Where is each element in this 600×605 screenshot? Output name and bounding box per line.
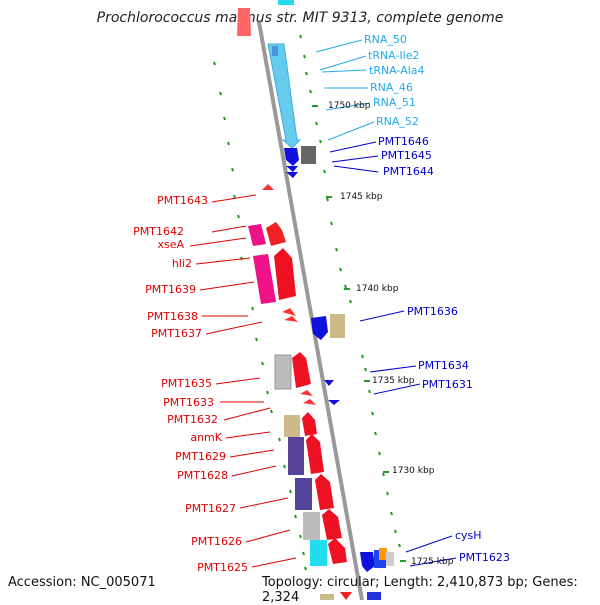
kbp-label: 1750 kbp: [328, 101, 371, 111]
inner-dotted-ring: [213, 61, 307, 571]
outer-dotted-ring: [299, 34, 401, 548]
gene-label[interactable]: PMT1628: [177, 469, 228, 482]
gene-label[interactable]: RNA_52: [376, 115, 419, 128]
gene-label[interactable]: PMT1623: [459, 551, 510, 564]
gene-label[interactable]: PMT1629: [175, 450, 226, 463]
gene-label[interactable]: PMT1627: [185, 502, 236, 515]
gene-label[interactable]: hli2: [172, 257, 192, 270]
gene-label[interactable]: PMT1625: [197, 561, 248, 574]
kbp-label: 1730 kbp: [392, 466, 435, 476]
gene-label[interactable]: RNA_50: [364, 33, 407, 46]
gene-label[interactable]: anmK: [190, 431, 222, 444]
rna-labels: RNA_50 tRNA-Ile2 tRNA-Ala4 RNA_46 RNA_51…: [364, 33, 425, 128]
kbp-label: 1735 kbp: [372, 376, 415, 386]
gene-label[interactable]: PMT1639: [145, 283, 196, 296]
accession-text: Accession: NC_005071: [8, 575, 156, 590]
gene-label[interactable]: PMT1634: [418, 359, 469, 372]
gene-label[interactable]: PMT1632: [167, 413, 218, 426]
kbp-label: 1725 kbp: [411, 557, 454, 567]
kbp-major-ticks: [312, 105, 406, 562]
label-leader-lines: [189, 39, 457, 568]
gene-label[interactable]: RNA_46: [370, 81, 413, 94]
gene-label[interactable]: PMT1645: [381, 149, 432, 162]
gene-label[interactable]: PMT1642: [133, 225, 184, 238]
reverse-genes: [311, 314, 394, 572]
kbp-label: 1740 kbp: [356, 284, 399, 294]
bottom-partial-features: [320, 592, 381, 600]
topology-info: Topology: circular; Length: 2,410,873 bp…: [262, 575, 578, 605]
gene-label[interactable]: cysH: [455, 529, 482, 542]
gene-label[interactable]: PMT1644: [383, 165, 434, 178]
gene-label[interactable]: PMT1636: [407, 305, 458, 318]
genome-backbone: [257, 21, 364, 600]
gene-label[interactable]: PMT1637: [151, 327, 202, 340]
gene-label[interactable]: PMT1633: [163, 396, 214, 409]
gene-label[interactable]: PMT1626: [191, 535, 242, 548]
forward-genes: [248, 184, 347, 566]
gene-label[interactable]: PMT1646: [378, 135, 429, 148]
gene-label[interactable]: PMT1635: [161, 377, 212, 390]
gene-label[interactable]: RNA_51: [373, 96, 416, 109]
gene-label[interactable]: tRNA-Ala4: [369, 64, 425, 77]
gene-label[interactable]: xseA: [157, 238, 184, 251]
rna-genes: [267, 43, 302, 149]
gene-label[interactable]: tRNA-Ile2: [368, 49, 420, 62]
genome-title: Prochlorococcus marinus str. MIT 9313, c…: [96, 10, 504, 26]
forward-labels: PMT1643 PMT1642 xseA hli2 PMT1639 PMT163…: [133, 194, 248, 574]
gene-label[interactable]: PMT1631: [422, 378, 473, 391]
kbp-label: 1745 kbp: [340, 192, 383, 202]
reverse-labels: PMT1646 PMT1645 PMT1644 PMT1636 PMT1634 …: [378, 135, 510, 564]
kbp-labels: 1750 kbp 1745 kbp 1740 kbp 1735 kbp 1730…: [328, 101, 454, 567]
reverse-genes-top: [284, 146, 316, 178]
top-partial-features: [237, 0, 294, 36]
gene-label[interactable]: PMT1638: [147, 310, 198, 323]
gene-label[interactable]: PMT1643: [157, 194, 208, 207]
